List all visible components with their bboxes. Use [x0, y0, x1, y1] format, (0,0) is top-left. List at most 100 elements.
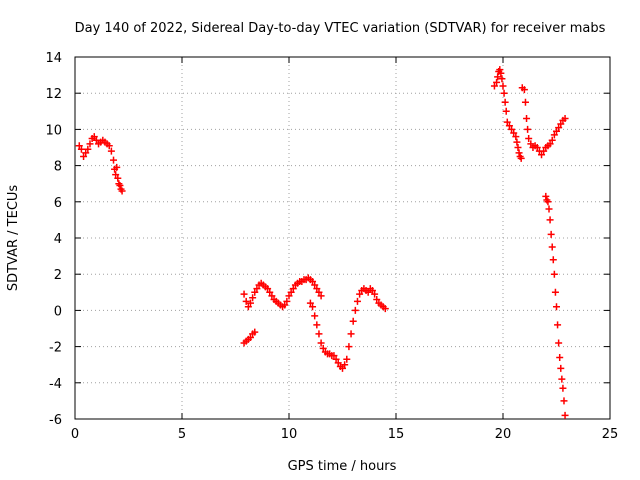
data-point — [557, 364, 565, 372]
data-point — [497, 69, 505, 77]
data-point — [514, 144, 522, 151]
data-point — [498, 75, 506, 83]
data-point — [113, 163, 121, 171]
data-point — [84, 145, 92, 153]
data-point — [285, 292, 293, 300]
data-point — [107, 147, 115, 155]
data-point — [281, 301, 289, 309]
data-point — [356, 290, 364, 298]
data-point — [311, 281, 319, 289]
data-point — [548, 136, 556, 144]
data-point — [309, 303, 317, 311]
data-point — [540, 147, 548, 155]
data-point — [251, 288, 259, 296]
data-point — [524, 125, 532, 133]
data-point — [527, 140, 535, 148]
data-point — [517, 154, 525, 162]
data-point — [502, 107, 510, 115]
data-point — [313, 321, 321, 329]
data-point — [266, 288, 274, 296]
data-point — [500, 89, 508, 97]
y-tick-label: 6 — [54, 196, 62, 211]
data-point — [548, 243, 556, 251]
data-point — [341, 361, 349, 369]
data-point — [545, 205, 553, 213]
data-point — [289, 285, 297, 293]
data-point — [371, 290, 379, 298]
data-point — [242, 297, 250, 305]
data-point — [82, 149, 90, 157]
data-point — [510, 129, 518, 137]
data-point — [246, 299, 254, 307]
data-points — [75, 66, 569, 419]
data-point — [353, 297, 361, 305]
data-point — [546, 140, 554, 148]
data-point — [512, 133, 520, 141]
data-point — [118, 187, 126, 195]
data-point — [90, 133, 98, 141]
x-tick-label: 10 — [281, 427, 298, 442]
y-tick-label: 14 — [45, 51, 62, 66]
data-point — [499, 82, 507, 90]
data-point — [508, 125, 516, 133]
grid — [75, 57, 610, 419]
data-point — [351, 306, 359, 314]
data-point — [92, 136, 100, 144]
y-tick-label: 0 — [54, 304, 62, 319]
data-point — [364, 288, 372, 296]
data-point — [86, 140, 94, 148]
data-point — [334, 359, 342, 367]
data-point — [547, 230, 555, 238]
y-tick-label: 8 — [54, 160, 62, 175]
data-point — [493, 78, 501, 86]
data-point — [561, 115, 569, 123]
data-point — [345, 343, 353, 351]
tick-labels: 0 5 10 15 20 25 -6 -4 -2 0 2 4 6 8 10 12 14 — [45, 51, 618, 442]
data-point — [332, 355, 340, 363]
y-tick-label: -6 — [49, 413, 62, 428]
data-point — [306, 299, 314, 307]
x-tick-label: 0 — [71, 427, 79, 442]
data-point — [546, 216, 554, 224]
data-point — [244, 303, 252, 311]
data-point — [264, 285, 272, 293]
data-point — [520, 86, 528, 94]
data-point — [496, 66, 504, 74]
data-point — [553, 127, 560, 135]
data-point — [253, 285, 261, 293]
x-tick-label: 15 — [388, 427, 405, 442]
data-point — [544, 198, 552, 206]
data-point — [319, 344, 327, 352]
data-point — [515, 149, 523, 157]
data-point — [116, 182, 124, 190]
y-tick-label: -4 — [49, 377, 62, 392]
data-point — [311, 312, 319, 320]
data-point — [77, 145, 85, 153]
data-point — [313, 285, 321, 293]
data-point — [373, 296, 381, 304]
data-point — [525, 134, 533, 142]
data-point — [343, 355, 351, 363]
y-tick-label: -2 — [49, 341, 62, 356]
data-point — [287, 288, 295, 296]
data-point — [112, 171, 120, 179]
x-tick-label: 5 — [178, 427, 186, 442]
axis-ticks — [74, 56, 611, 420]
data-point — [339, 364, 346, 372]
data-point — [246, 334, 254, 342]
data-point — [317, 339, 325, 347]
data-point — [553, 303, 560, 311]
data-point — [368, 286, 376, 294]
data-point — [523, 115, 531, 123]
data-point — [560, 397, 568, 405]
data-point — [551, 288, 559, 296]
data-point — [561, 411, 569, 419]
data-point — [521, 98, 529, 106]
data-point — [75, 142, 83, 150]
x-tick-label: 20 — [495, 427, 512, 442]
y-axis-label: SDTVAR / TECUs — [6, 185, 21, 292]
data-point — [268, 292, 276, 300]
data-point — [381, 305, 389, 313]
data-point — [556, 353, 564, 361]
